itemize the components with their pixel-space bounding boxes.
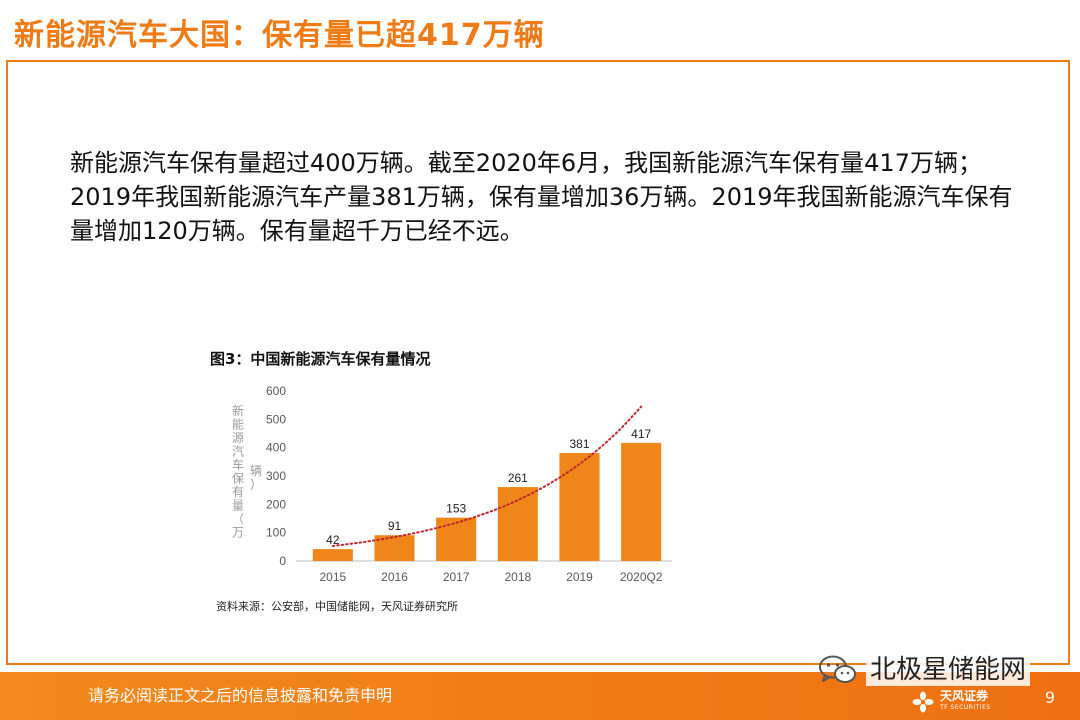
- x-tick-label: 2019: [566, 570, 593, 584]
- wechat-watermark: 北极星储能网: [818, 652, 1031, 688]
- bars: [312, 442, 662, 561]
- y-axis-title-char: 有: [232, 485, 244, 499]
- value-label-2017: 153: [446, 502, 466, 516]
- y-tick-label: 400: [266, 441, 286, 455]
- wechat-account-name: 北极星储能网: [866, 654, 1031, 686]
- value-label-2020Q2: 417: [631, 427, 651, 441]
- bar-2017: [436, 517, 477, 561]
- y-tick-label: 200: [266, 497, 286, 511]
- brand-english-name: TF SECURITIES: [940, 704, 991, 711]
- y-axis-title-char: 新: [232, 403, 244, 418]
- summary-paragraph: 新能源汽车保有量超过400万辆。截至2020年6月，我国新能源汽车保有量417万…: [70, 149, 1013, 245]
- content-frame: [6, 60, 1070, 665]
- y-tick-label: 300: [266, 469, 286, 483]
- brand-logo: 天风证券 TF SECURITIES: [912, 688, 991, 716]
- bar-2020Q2: [621, 442, 662, 561]
- y-axis-title: 新能源汽车保有量（万 辆）: [232, 403, 262, 540]
- y-axis-title-char: 量: [232, 499, 244, 513]
- figure-source: 资料来源：公安部，中国储能网，天风证券研究所: [216, 600, 458, 613]
- bar-2019: [559, 453, 600, 561]
- y-tick-label: 600: [266, 384, 286, 398]
- wechat-icon: [819, 655, 856, 683]
- brand-flower-icon: [912, 691, 934, 713]
- bar-2015: [312, 549, 353, 561]
- y-tick-label: 100: [266, 526, 286, 540]
- y-axis-title-char: （: [232, 512, 244, 526]
- value-label-2018: 261: [508, 471, 528, 485]
- slide-title: 新能源汽车大国：保有量已超417万辆: [14, 18, 545, 53]
- x-tick-label: 2020Q2: [620, 570, 663, 584]
- footer-disclaimer: 请务必阅读正文之后的信息披露和免责申明: [88, 686, 393, 705]
- x-tick-label: 2016: [381, 570, 408, 584]
- figure-caption: 图3：中国新能源汽车保有量情况: [210, 350, 431, 368]
- x-tick-label: 2018: [504, 570, 531, 584]
- y-axis-title-char: 汽: [232, 444, 244, 459]
- y-axis-title-char: 源: [232, 431, 244, 445]
- y-ticks: 0 100 200 300 400 500 600: [266, 384, 286, 568]
- y-axis-title-char: 保: [232, 472, 244, 486]
- y-tick-label: 0: [279, 554, 286, 568]
- y-axis-title-char: 能: [232, 418, 244, 432]
- value-labels: 42 91 153 261 381 417: [326, 427, 651, 547]
- y-axis-title-char: 万: [232, 526, 244, 540]
- bar-2018: [497, 487, 538, 561]
- value-label-2015: 42: [326, 533, 340, 547]
- bar-chart: 新能源汽车保有量（万 辆） 0 100 200 300 400 500 600 42 91 153…: [232, 384, 672, 584]
- value-label-2016: 91: [388, 519, 402, 533]
- bar-2016: [374, 535, 415, 561]
- y-axis-title-char: 辆: [250, 464, 262, 478]
- x-tick-label: 2015: [319, 570, 346, 584]
- x-tick-label: 2017: [443, 570, 470, 584]
- page-number: 9: [1044, 688, 1056, 707]
- brand-name: 天风证券: [940, 689, 989, 703]
- x-ticks: 2015 2016 2017 2018 2019 2020Q2: [319, 570, 662, 584]
- y-axis-title-char: 车: [232, 457, 244, 472]
- y-tick-label: 500: [266, 412, 286, 426]
- y-axis-title-char: ）: [250, 478, 262, 492]
- trendline: [331, 405, 643, 547]
- value-label-2019: 381: [569, 437, 589, 451]
